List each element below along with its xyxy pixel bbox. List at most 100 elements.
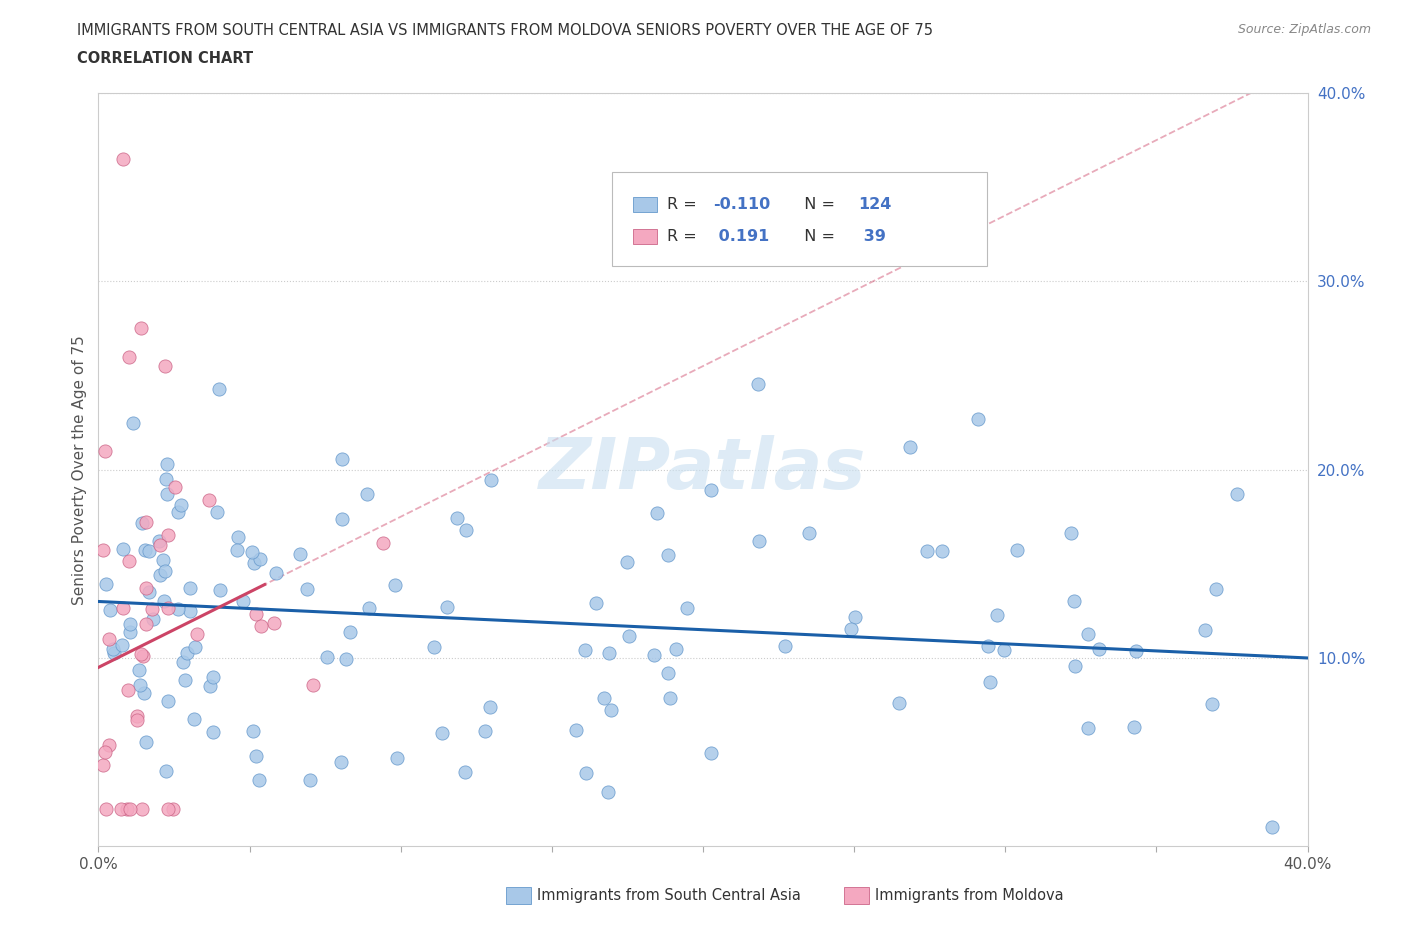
Text: N =: N = bbox=[794, 197, 839, 212]
Point bbox=[844, 609, 866, 624]
Point bbox=[454, 523, 477, 538]
Point bbox=[131, 802, 153, 817]
Point bbox=[170, 498, 193, 512]
Point bbox=[198, 492, 221, 507]
Point bbox=[135, 735, 157, 750]
Point bbox=[152, 552, 174, 567]
Point bbox=[128, 662, 150, 677]
Text: CORRELATION CHART: CORRELATION CHART bbox=[77, 51, 253, 66]
Point bbox=[339, 624, 361, 639]
Point bbox=[152, 594, 174, 609]
Point bbox=[149, 567, 172, 582]
Point bbox=[165, 480, 187, 495]
Point bbox=[986, 607, 1008, 622]
Point bbox=[247, 772, 270, 787]
Point bbox=[330, 512, 353, 526]
Point bbox=[979, 675, 1001, 690]
Point bbox=[1125, 644, 1147, 658]
Text: R =: R = bbox=[666, 229, 702, 244]
Point bbox=[132, 685, 155, 700]
Point bbox=[446, 511, 468, 525]
Point bbox=[474, 724, 496, 738]
Point bbox=[129, 677, 152, 692]
Point bbox=[316, 649, 339, 664]
Point bbox=[155, 487, 177, 502]
Point bbox=[657, 666, 679, 681]
Point bbox=[647, 506, 669, 521]
Point bbox=[297, 582, 319, 597]
Point bbox=[134, 542, 156, 557]
Point bbox=[179, 580, 201, 595]
Point bbox=[111, 638, 134, 653]
Point bbox=[977, 639, 1000, 654]
Point bbox=[91, 758, 114, 773]
Point bbox=[111, 152, 134, 166]
Point bbox=[166, 602, 188, 617]
Point bbox=[156, 601, 179, 616]
Point bbox=[138, 584, 160, 599]
Point bbox=[288, 547, 311, 562]
Point bbox=[1194, 622, 1216, 637]
Point bbox=[173, 672, 195, 687]
Point bbox=[225, 542, 247, 557]
Point bbox=[1201, 697, 1223, 711]
Point bbox=[118, 617, 141, 631]
Text: IMMIGRANTS FROM SOUTH CENTRAL ASIA VS IMMIGRANTS FROM MOLDOVA SENIORS POVERTY OV: IMMIGRANTS FROM SOUTH CENTRAL ASIA VS IM… bbox=[77, 23, 934, 38]
Point bbox=[263, 616, 285, 631]
Point bbox=[98, 631, 121, 646]
Point bbox=[967, 412, 990, 427]
Point bbox=[141, 602, 163, 617]
Point bbox=[773, 639, 796, 654]
Point bbox=[598, 785, 620, 800]
Point bbox=[329, 755, 352, 770]
Point bbox=[111, 600, 134, 615]
Point bbox=[129, 646, 152, 661]
Point bbox=[1077, 627, 1099, 642]
Point bbox=[118, 349, 141, 364]
Point bbox=[162, 802, 184, 817]
Point bbox=[384, 578, 406, 592]
Point bbox=[436, 599, 458, 614]
Point bbox=[676, 601, 699, 616]
Text: Source: ZipAtlas.com: Source: ZipAtlas.com bbox=[1237, 23, 1371, 36]
Point bbox=[117, 683, 139, 698]
Point bbox=[1063, 593, 1085, 608]
Point bbox=[747, 377, 769, 392]
Point bbox=[249, 551, 271, 566]
Point bbox=[1005, 543, 1028, 558]
Point bbox=[479, 699, 502, 714]
Text: R =: R = bbox=[666, 197, 702, 212]
Point bbox=[432, 726, 454, 741]
Point bbox=[574, 643, 596, 658]
Point bbox=[659, 691, 682, 706]
Point bbox=[201, 724, 224, 739]
Point bbox=[301, 678, 323, 693]
Point bbox=[103, 645, 125, 660]
Point bbox=[575, 765, 598, 780]
Point bbox=[94, 577, 117, 591]
Point bbox=[117, 802, 139, 817]
Point bbox=[232, 593, 254, 608]
Point bbox=[156, 457, 179, 472]
Point bbox=[153, 564, 176, 578]
Point bbox=[915, 544, 938, 559]
Point bbox=[1088, 642, 1111, 657]
Point bbox=[176, 645, 198, 660]
Point bbox=[423, 640, 446, 655]
Point bbox=[841, 621, 863, 636]
Point bbox=[617, 629, 640, 644]
Text: 0.191: 0.191 bbox=[713, 229, 769, 244]
Point bbox=[330, 452, 353, 467]
Point bbox=[155, 764, 177, 778]
Point bbox=[111, 542, 134, 557]
Text: N =: N = bbox=[794, 229, 839, 244]
Point bbox=[183, 711, 205, 726]
Point bbox=[1205, 581, 1227, 596]
Point bbox=[149, 538, 172, 552]
Text: Immigrants from South Central Asia: Immigrants from South Central Asia bbox=[537, 888, 801, 903]
Point bbox=[1261, 820, 1284, 835]
Point bbox=[179, 604, 201, 618]
Point bbox=[186, 627, 208, 642]
Point bbox=[479, 472, 502, 487]
Point bbox=[748, 534, 770, 549]
